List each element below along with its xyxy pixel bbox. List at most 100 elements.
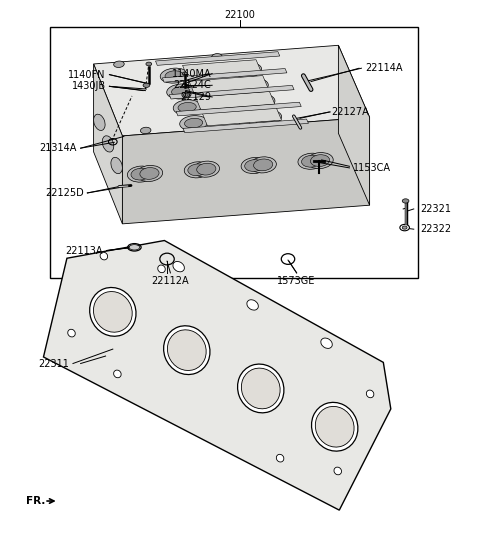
Ellipse shape bbox=[218, 69, 229, 76]
Ellipse shape bbox=[165, 71, 183, 80]
Polygon shape bbox=[169, 85, 294, 99]
Polygon shape bbox=[162, 69, 287, 82]
Ellipse shape bbox=[252, 97, 270, 107]
Ellipse shape bbox=[94, 292, 132, 332]
Ellipse shape bbox=[90, 287, 136, 336]
Ellipse shape bbox=[212, 54, 222, 60]
Ellipse shape bbox=[241, 368, 280, 409]
Ellipse shape bbox=[298, 153, 324, 169]
Ellipse shape bbox=[129, 245, 140, 250]
Polygon shape bbox=[189, 76, 268, 94]
Ellipse shape bbox=[184, 162, 211, 178]
Ellipse shape bbox=[158, 265, 165, 273]
Ellipse shape bbox=[140, 167, 159, 179]
Ellipse shape bbox=[100, 252, 108, 260]
Polygon shape bbox=[44, 240, 391, 510]
Ellipse shape bbox=[366, 390, 374, 398]
Ellipse shape bbox=[245, 160, 264, 172]
Text: 1573GE: 1573GE bbox=[277, 276, 316, 286]
Text: 22127A: 22127A bbox=[331, 107, 369, 117]
Ellipse shape bbox=[146, 62, 152, 66]
Ellipse shape bbox=[315, 407, 354, 447]
Polygon shape bbox=[156, 52, 280, 66]
Ellipse shape bbox=[178, 102, 196, 112]
Ellipse shape bbox=[402, 226, 407, 229]
Ellipse shape bbox=[143, 83, 150, 87]
Polygon shape bbox=[183, 119, 309, 133]
Ellipse shape bbox=[160, 68, 188, 83]
Polygon shape bbox=[94, 45, 370, 136]
Ellipse shape bbox=[239, 120, 250, 126]
Ellipse shape bbox=[301, 155, 321, 167]
Ellipse shape bbox=[136, 165, 163, 181]
Ellipse shape bbox=[225, 86, 236, 92]
Ellipse shape bbox=[259, 112, 277, 123]
Ellipse shape bbox=[168, 330, 206, 370]
Polygon shape bbox=[338, 45, 370, 205]
Bar bbox=[50, 27, 418, 278]
Ellipse shape bbox=[180, 116, 207, 131]
Ellipse shape bbox=[238, 364, 284, 413]
Ellipse shape bbox=[188, 164, 207, 176]
Ellipse shape bbox=[247, 94, 275, 109]
Ellipse shape bbox=[171, 87, 190, 96]
Text: 22125D: 22125D bbox=[45, 188, 84, 198]
Ellipse shape bbox=[167, 84, 194, 99]
Ellipse shape bbox=[94, 114, 105, 131]
Text: 22322: 22322 bbox=[420, 224, 451, 234]
Ellipse shape bbox=[245, 81, 264, 91]
Text: 22311: 22311 bbox=[39, 359, 70, 368]
Ellipse shape bbox=[311, 155, 330, 166]
Ellipse shape bbox=[276, 454, 284, 462]
Text: 21314A: 21314A bbox=[39, 143, 77, 153]
Text: 1140FN: 1140FN bbox=[68, 70, 106, 79]
Ellipse shape bbox=[173, 100, 201, 115]
Ellipse shape bbox=[240, 78, 268, 93]
Polygon shape bbox=[195, 92, 275, 110]
Ellipse shape bbox=[254, 110, 282, 125]
Ellipse shape bbox=[307, 152, 333, 168]
Ellipse shape bbox=[102, 136, 114, 152]
Ellipse shape bbox=[184, 118, 203, 128]
Ellipse shape bbox=[68, 329, 75, 337]
Polygon shape bbox=[176, 102, 301, 116]
Ellipse shape bbox=[182, 72, 187, 75]
Polygon shape bbox=[182, 60, 262, 78]
Polygon shape bbox=[202, 107, 282, 126]
Text: 1140MA: 1140MA bbox=[171, 69, 211, 78]
Ellipse shape bbox=[193, 161, 219, 177]
Ellipse shape bbox=[312, 402, 358, 451]
Ellipse shape bbox=[140, 127, 151, 134]
Ellipse shape bbox=[131, 168, 150, 180]
Text: FR.: FR. bbox=[26, 496, 46, 506]
Ellipse shape bbox=[164, 326, 210, 375]
Ellipse shape bbox=[173, 262, 184, 272]
Text: 1430JB: 1430JB bbox=[72, 82, 106, 91]
Ellipse shape bbox=[402, 199, 409, 203]
Ellipse shape bbox=[253, 159, 273, 171]
Text: 22112A: 22112A bbox=[152, 276, 189, 286]
Ellipse shape bbox=[234, 62, 262, 78]
Text: 22124C: 22124C bbox=[173, 80, 211, 90]
Polygon shape bbox=[94, 64, 122, 224]
Ellipse shape bbox=[232, 103, 243, 110]
Text: 22100: 22100 bbox=[225, 10, 255, 20]
Ellipse shape bbox=[321, 338, 332, 349]
Ellipse shape bbox=[127, 166, 154, 182]
Polygon shape bbox=[122, 117, 370, 224]
Ellipse shape bbox=[247, 300, 258, 310]
Ellipse shape bbox=[111, 157, 122, 174]
Text: 22129: 22129 bbox=[180, 92, 211, 102]
Ellipse shape bbox=[197, 163, 216, 175]
Text: 22321: 22321 bbox=[420, 204, 451, 214]
Ellipse shape bbox=[400, 224, 409, 231]
Text: 1153CA: 1153CA bbox=[353, 163, 391, 173]
Ellipse shape bbox=[239, 65, 257, 75]
Ellipse shape bbox=[114, 370, 121, 378]
Text: 22114A: 22114A bbox=[365, 63, 402, 73]
Ellipse shape bbox=[334, 467, 341, 475]
Ellipse shape bbox=[114, 61, 124, 68]
Ellipse shape bbox=[250, 157, 276, 173]
Ellipse shape bbox=[182, 92, 190, 98]
Ellipse shape bbox=[241, 157, 267, 174]
